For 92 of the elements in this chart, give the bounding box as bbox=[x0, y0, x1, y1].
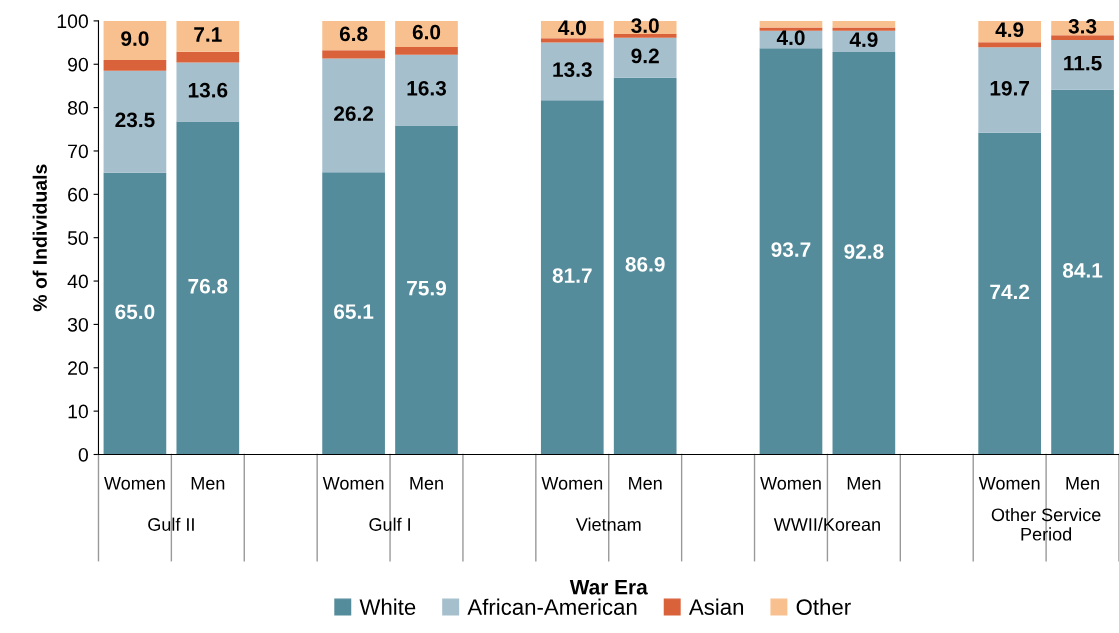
x-tick-label: Men bbox=[1066, 477, 1099, 490]
text: Other Service Period bbox=[991, 507, 1101, 541]
bar bbox=[176, 62, 240, 122]
bar bbox=[176, 51, 240, 63]
text: WWII/Korean bbox=[773, 517, 880, 531]
bar bbox=[832, 20, 896, 28]
x-tick-label: Women bbox=[978, 477, 1040, 490]
data-label: 92.8 bbox=[844, 244, 884, 259]
data-label: 6.0 bbox=[412, 24, 441, 40]
text: Gulf I bbox=[369, 517, 410, 531]
x-tick-label: Women bbox=[104, 477, 165, 490]
y-tick-label: 40 bbox=[67, 274, 88, 289]
y-tick-label: 20 bbox=[68, 361, 88, 376]
data-label: 13.3 bbox=[553, 62, 592, 78]
bar bbox=[395, 125, 458, 455]
bar bbox=[832, 27, 896, 31]
bar bbox=[759, 48, 823, 455]
bar bbox=[978, 42, 1041, 48]
bar bbox=[1051, 39, 1114, 90]
legend-label: African-American bbox=[467, 598, 637, 615]
data-label: 65.1 bbox=[334, 304, 374, 319]
data-label: 4.0 bbox=[558, 20, 586, 36]
data-label: 16.3 bbox=[407, 80, 447, 96]
x-tick-label: Men bbox=[410, 477, 443, 490]
legend-label: Asian bbox=[688, 598, 744, 615]
data-label: 11.5 bbox=[1064, 55, 1102, 71]
y-tick-label: 60 bbox=[68, 187, 88, 202]
legend-label: Other bbox=[796, 598, 851, 615]
bar bbox=[103, 20, 167, 60]
bar bbox=[540, 100, 604, 455]
data-label: 26.2 bbox=[334, 106, 374, 122]
bar bbox=[613, 33, 677, 38]
data-label: 86.9 bbox=[625, 256, 665, 272]
data-label: 23.5 bbox=[115, 112, 155, 128]
x-tick-label: Women bbox=[322, 477, 384, 490]
bar bbox=[1051, 35, 1114, 40]
bar bbox=[395, 54, 458, 126]
bar bbox=[322, 58, 385, 173]
data-label: 9.0 bbox=[121, 31, 149, 46]
bar bbox=[978, 132, 1041, 455]
data-label: 65.0 bbox=[115, 304, 155, 320]
data-label: 7.1 bbox=[194, 27, 222, 42]
bar bbox=[832, 52, 896, 455]
bar bbox=[978, 47, 1041, 133]
data-label: 76.8 bbox=[188, 278, 228, 294]
data-label: 9.2 bbox=[631, 48, 659, 64]
y-tick-label: 10 bbox=[68, 404, 88, 419]
bar bbox=[613, 77, 677, 455]
y-tick-label: 30 bbox=[67, 317, 88, 332]
data-label: 19.7 bbox=[990, 80, 1030, 96]
x-tick-label: Women bbox=[541, 477, 603, 490]
data-label: 3.0 bbox=[631, 18, 659, 34]
bar bbox=[322, 50, 385, 59]
bar bbox=[540, 38, 604, 43]
y-tick-label: 90 bbox=[68, 57, 88, 72]
x-tick-label: Men bbox=[847, 477, 881, 490]
bar bbox=[103, 172, 167, 455]
data-label: 4.9 bbox=[995, 22, 1024, 38]
data-label: 6.8 bbox=[339, 26, 368, 42]
y-tick-label: 50 bbox=[67, 231, 88, 245]
bar bbox=[540, 42, 604, 101]
bar bbox=[176, 121, 240, 455]
data-label: 4.0 bbox=[776, 30, 805, 46]
bar bbox=[395, 46, 458, 55]
bar bbox=[759, 27, 823, 31]
bar bbox=[103, 59, 167, 71]
legend-label: White bbox=[359, 598, 416, 615]
bar bbox=[759, 20, 823, 28]
data-label: 84.1 bbox=[1062, 263, 1103, 278]
y-tick-label: 100 bbox=[57, 14, 88, 29]
y-axis-title: % of Individuals bbox=[32, 164, 47, 312]
bar bbox=[322, 172, 385, 455]
x-tick-label: Men bbox=[191, 477, 225, 490]
bar bbox=[1051, 89, 1114, 455]
data-label: 81.7 bbox=[552, 268, 592, 283]
bar bbox=[103, 70, 167, 173]
x-tick-label: Women bbox=[760, 477, 821, 490]
y-tick-label: 80 bbox=[67, 101, 88, 115]
x-tick-label: Men bbox=[629, 477, 662, 490]
bar bbox=[176, 20, 240, 52]
y-tick-label: 70 bbox=[68, 144, 88, 159]
text: Vietnam bbox=[575, 517, 641, 531]
data-label: 93.7 bbox=[771, 242, 811, 257]
data-label: 3.3 bbox=[1068, 18, 1097, 34]
data-label: 13.6 bbox=[188, 82, 228, 98]
data-label: 75.9 bbox=[407, 280, 446, 296]
x-axis-title: War Era bbox=[569, 579, 648, 595]
text: Gulf II bbox=[148, 517, 194, 531]
data-label: 4.9 bbox=[849, 32, 878, 48]
y-tick-label: 0 bbox=[78, 447, 88, 462]
data-label: 74.2 bbox=[990, 284, 1030, 300]
bar bbox=[613, 37, 677, 78]
